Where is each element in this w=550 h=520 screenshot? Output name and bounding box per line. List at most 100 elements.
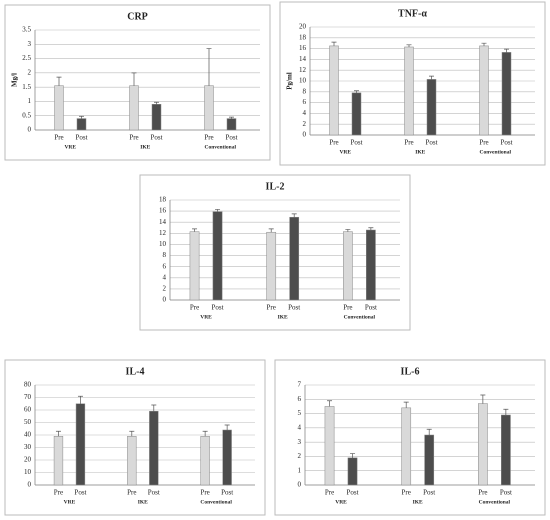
group-label: IKE	[415, 149, 425, 155]
error-bar	[202, 430, 208, 437]
bar	[401, 407, 412, 486]
x-tick-label: Pre	[267, 304, 276, 312]
y-tick-label: 16	[299, 44, 307, 52]
y-tick-label: 2	[28, 68, 32, 76]
y-tick-label: 5	[298, 409, 302, 417]
y-tick-label: 3.5	[22, 26, 31, 34]
y-tick-label: 10	[159, 240, 167, 248]
error-bar	[154, 101, 159, 105]
group-label: Conventional	[480, 149, 512, 155]
bar	[478, 403, 488, 486]
error-bar	[151, 404, 157, 412]
bar	[404, 46, 414, 136]
error-bar	[131, 72, 137, 86]
y-tick-label: 0	[28, 126, 32, 134]
bar	[479, 45, 489, 136]
bar	[149, 411, 159, 486]
x-tick-label: Pre	[343, 304, 352, 312]
group-label: IKE	[278, 314, 288, 320]
y-tick-label: 8	[163, 251, 167, 259]
error-bar	[426, 428, 432, 435]
y-tick-label: 2	[298, 452, 302, 460]
y-tick-label: 7	[298, 381, 302, 389]
y-tick-label: 3	[28, 40, 32, 48]
error-bar	[503, 408, 509, 415]
group-label: IKE	[140, 144, 150, 150]
x-tick-label: Post	[75, 134, 87, 142]
y-tick-label: 40	[24, 431, 32, 439]
x-tick-label: Pre	[478, 489, 487, 497]
y-tick-label: 8	[303, 87, 307, 95]
bar	[329, 45, 339, 136]
bar	[151, 104, 162, 131]
y-tick-label: 2.5	[22, 54, 31, 62]
panel-frame	[4, 4, 271, 161]
x-tick-label: Pre	[190, 304, 199, 312]
x-tick-label: Post	[212, 304, 224, 312]
bar	[426, 79, 437, 136]
y-tick-label: 20	[299, 23, 307, 31]
y-tick-label: 50	[24, 418, 32, 426]
bar	[343, 231, 353, 301]
group-label: IKE	[138, 499, 148, 505]
bar	[76, 118, 87, 131]
x-tick-label: Pre	[54, 489, 63, 497]
x-tick-label: Post	[150, 134, 162, 142]
chart-title: IL-2	[266, 181, 285, 192]
y-tick-label: 1.5	[22, 83, 31, 91]
x-tick-label: Pre	[479, 139, 488, 147]
error-bar	[504, 48, 509, 53]
x-tick-label: Post	[365, 304, 377, 312]
bar	[212, 211, 223, 301]
y-tick-label: 6	[298, 395, 302, 403]
bar	[424, 434, 435, 486]
error-bar	[406, 44, 412, 47]
y-tick-label: 2	[163, 284, 167, 292]
bar	[222, 429, 232, 486]
x-tick-label: Post	[500, 139, 512, 147]
y-tick-label: 0	[28, 481, 32, 489]
y-tick-label: 4	[163, 273, 167, 281]
error-bar	[480, 394, 486, 404]
y-tick-label: 80	[24, 381, 32, 389]
group-label: VRE	[200, 314, 212, 320]
x-tick-label: Pre	[129, 134, 138, 142]
error-bar	[331, 41, 337, 46]
y-tick-label: 10	[299, 77, 307, 85]
error-bar	[56, 76, 62, 86]
group-label: Conventional	[344, 314, 376, 320]
bar	[347, 457, 358, 486]
y-tick-label: 12	[299, 66, 307, 74]
bar	[266, 231, 277, 301]
y-tick-label: 30	[24, 443, 32, 451]
y-tick-label: 0	[163, 296, 167, 304]
bar	[324, 406, 335, 486]
x-tick-label: Post	[148, 489, 160, 497]
y-tick-label: 6	[303, 98, 307, 106]
error-bar	[192, 228, 198, 232]
panel-frame	[279, 1, 546, 166]
error-bar	[224, 424, 230, 430]
y-tick-label: 60	[24, 406, 32, 414]
bar	[200, 436, 210, 486]
y-tick-label: 4	[298, 423, 302, 431]
bar	[351, 92, 362, 136]
chart-title: TNF-α	[398, 8, 427, 19]
error-bar	[77, 395, 83, 404]
y-tick-label: 12	[159, 229, 167, 237]
y-tick-label: 16	[159, 207, 167, 215]
y-tick-label: 18	[299, 33, 307, 41]
y-tick-label: 0.5	[22, 111, 31, 119]
error-bar	[79, 115, 84, 119]
chart-title: IL-4	[126, 366, 145, 377]
y-tick-label: 10	[24, 468, 32, 476]
chart-title: CRP	[127, 11, 148, 22]
y-tick-label: 14	[299, 55, 307, 63]
bar	[501, 52, 512, 136]
bar	[501, 414, 511, 486]
chart-title: IL-6	[401, 366, 420, 377]
